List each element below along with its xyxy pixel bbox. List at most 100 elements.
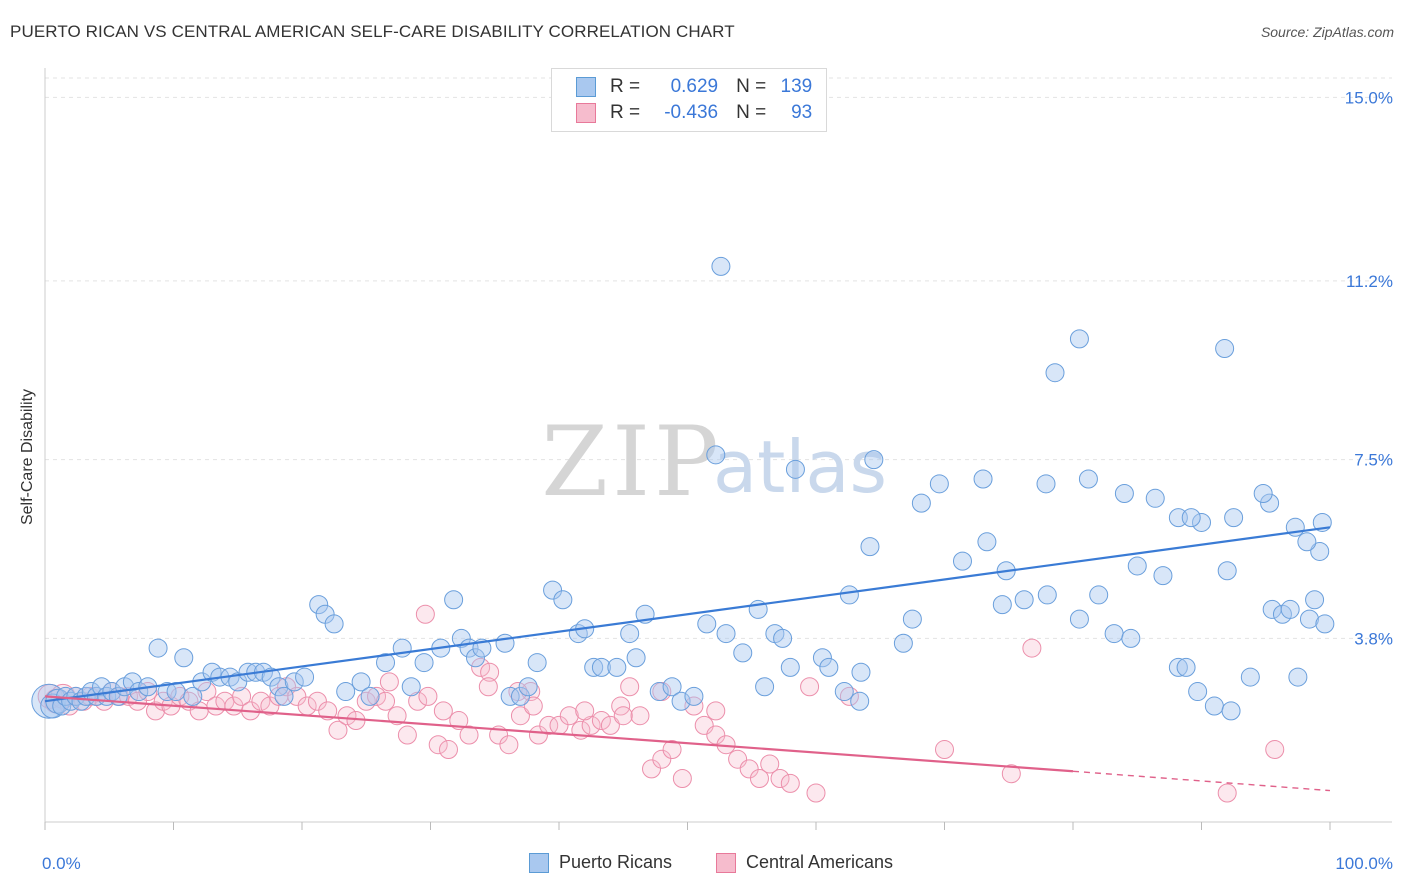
puerto-rican-point — [510, 686, 530, 706]
puerto-rican-point — [500, 686, 520, 706]
chart-title: PUERTO RICAN VS CENTRAL AMERICAN SELF-CA… — [10, 22, 735, 41]
puerto-rican-point — [684, 686, 704, 706]
puerto-rican-point — [269, 677, 289, 697]
puerto-rican-point — [1089, 585, 1109, 605]
central-american-point — [459, 725, 479, 745]
puerto-ricans-trend-line — [44, 526, 1331, 703]
central-american-point — [510, 706, 530, 726]
puerto-rican-point — [465, 648, 485, 668]
puerto-rican-point — [1037, 585, 1057, 605]
central-american-point — [1265, 740, 1285, 760]
central-american-point — [499, 735, 519, 755]
puerto-rican-point — [183, 686, 203, 706]
puerto-rican-point — [1299, 609, 1319, 629]
puerto-rican-point — [1224, 508, 1244, 528]
central-americans-trend-line — [44, 695, 1074, 773]
puerto-rican-point — [850, 691, 870, 711]
central-american-point — [318, 701, 338, 721]
puerto-rican-point — [274, 686, 294, 706]
puerto-ricans-swatch — [529, 852, 549, 873]
puerto-rican-point — [671, 691, 691, 711]
central-american-point — [749, 769, 769, 789]
puerto-rican-point — [444, 590, 464, 610]
central-american-point — [146, 701, 166, 721]
central-american-point — [575, 701, 595, 721]
puerto-rican-point — [148, 638, 168, 658]
puerto-rican-point — [1045, 363, 1065, 383]
central-american-point — [539, 715, 559, 735]
central-american-point — [800, 677, 820, 697]
central-american-point — [197, 682, 217, 702]
central-american-point — [428, 735, 448, 755]
puerto-rican-point — [893, 633, 913, 653]
puerto-rican-point — [620, 624, 640, 644]
puerto-rican-point — [697, 614, 717, 634]
puerto-rican-point — [451, 628, 471, 648]
puerto-rican-point — [401, 677, 421, 697]
puerto-rican-point — [1315, 614, 1335, 634]
watermark-atlas: atlas — [713, 425, 887, 509]
central-american-point — [415, 604, 435, 624]
puerto-rican-point — [1288, 667, 1308, 687]
puerto-rican-point — [591, 657, 611, 677]
puerto-rican-point — [1221, 701, 1241, 721]
y-tick-label: 7.5% — [1354, 451, 1393, 470]
central-american-point — [770, 769, 790, 789]
central-americans-points — [37, 604, 1285, 803]
puerto-rican-point — [1014, 590, 1034, 610]
central-americans-swatch — [576, 103, 596, 123]
trend-lines — [44, 526, 1331, 792]
puerto-rican-point — [929, 474, 949, 494]
puerto-rican-point — [864, 450, 884, 470]
puerto-rican-point — [1260, 493, 1280, 513]
r-label: R = — [610, 76, 641, 97]
y-tick-label: 15.0% — [1345, 88, 1393, 107]
central-american-point — [328, 720, 348, 740]
puerto-rican-point — [351, 672, 371, 692]
central-american-point — [600, 715, 620, 735]
puerto-rican-point — [1305, 590, 1325, 610]
central-american-point — [662, 740, 682, 760]
puerto-ricans-swatch — [576, 77, 596, 97]
puerto-rican-point — [1176, 657, 1196, 677]
puerto-rican-point — [626, 648, 646, 668]
central-american-point — [251, 691, 271, 711]
central-american-point — [806, 783, 826, 803]
central-american-point — [559, 706, 579, 726]
central-american-point — [652, 749, 672, 769]
puerto-rican-point — [1121, 628, 1141, 648]
central-american-point — [739, 759, 759, 779]
central-american-point — [367, 686, 387, 706]
central-american-point — [706, 725, 726, 745]
central-american-point — [760, 754, 780, 774]
puerto-rican-point — [174, 648, 194, 668]
puerto-rican-point — [992, 595, 1012, 615]
central-american-point — [706, 701, 726, 721]
puerto-rican-point — [1114, 483, 1134, 503]
puerto-rican-point — [1204, 696, 1224, 716]
puerto-rican-point — [1078, 469, 1098, 489]
central-american-point — [418, 686, 438, 706]
n-label: N = — [736, 102, 767, 123]
central-american-point — [780, 773, 800, 793]
puerto-rican-point — [716, 624, 736, 644]
puerto-rican-point — [1036, 474, 1056, 494]
puerto-rican-point — [649, 682, 669, 702]
puerto-rican-point — [553, 590, 573, 610]
puerto-rican-point — [1253, 483, 1273, 503]
puerto-rican-point — [1145, 488, 1165, 508]
central-american-point — [630, 706, 650, 726]
puerto-rican-point — [1168, 657, 1188, 677]
puerto-rican-point — [973, 469, 993, 489]
central-american-point — [408, 691, 428, 711]
x-tick-label: 0.0% — [42, 854, 81, 873]
r-value: -0.436 — [664, 102, 719, 123]
puerto-rican-point — [261, 667, 281, 687]
puerto-rican-point — [819, 657, 839, 677]
puerto-rican-point — [785, 459, 805, 479]
central-american-point — [642, 759, 662, 779]
source-label: Source: ZipAtlas.com — [1260, 24, 1394, 40]
puerto-rican-point — [309, 595, 329, 615]
puerto-rican-point — [1069, 609, 1089, 629]
puerto-rican-point — [607, 657, 627, 677]
